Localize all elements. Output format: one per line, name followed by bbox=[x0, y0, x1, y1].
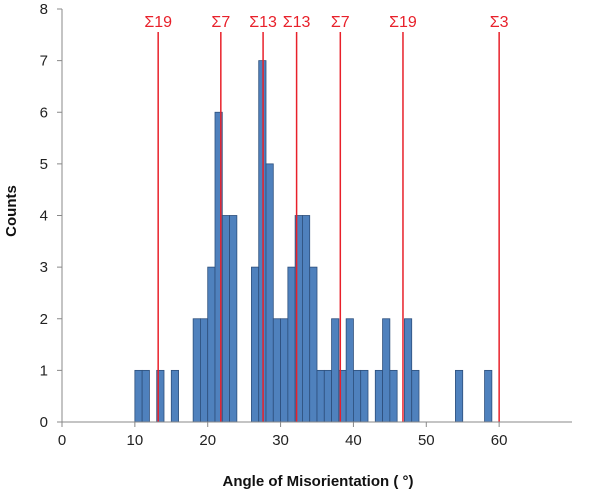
y-tick-label: 1 bbox=[40, 362, 48, 379]
y-tick-label: 4 bbox=[40, 208, 48, 225]
sigma-label: Σ7 bbox=[331, 14, 350, 31]
histogram-bar bbox=[374, 369, 383, 423]
sigma-annotation-labels: Σ19 Σ7 Σ13 Σ13 Σ7 Σ19 Σ3 bbox=[144, 14, 508, 31]
y-tick-label: 2 bbox=[40, 311, 48, 328]
tick-labels: 0 1 2 3 4 5 6 7 8 0 10 20 30 40 50 60 bbox=[40, 1, 508, 449]
histogram-bar bbox=[207, 266, 216, 423]
y-tick-label: 0 bbox=[40, 414, 48, 431]
x-tick-label: 20 bbox=[199, 432, 216, 449]
y-tick-label: 7 bbox=[40, 53, 48, 70]
axes bbox=[57, 8, 572, 427]
histogram-bar bbox=[484, 369, 493, 423]
y-tick-label: 5 bbox=[40, 156, 48, 173]
histogram-bar bbox=[331, 318, 340, 423]
histogram-bar bbox=[345, 318, 354, 423]
sigma-annotation-lines bbox=[157, 32, 500, 422]
histogram-bar bbox=[134, 369, 143, 423]
histogram-bar bbox=[316, 369, 325, 423]
x-tick-label: 0 bbox=[58, 432, 66, 449]
x-axis-title: Angle of Misorientation ( °) bbox=[223, 473, 414, 490]
histogram-bar bbox=[455, 369, 464, 423]
histogram-bar bbox=[141, 369, 150, 423]
histogram-bar bbox=[323, 369, 332, 423]
sigma-label: Σ13 bbox=[283, 14, 311, 31]
sigma-label: Σ7 bbox=[211, 14, 230, 31]
x-tick-label: 10 bbox=[127, 432, 144, 449]
x-tick-label: 30 bbox=[272, 432, 289, 449]
histogram-bar bbox=[265, 163, 274, 423]
x-tick-label: 50 bbox=[418, 432, 435, 449]
y-axis-title: Counts bbox=[3, 185, 20, 237]
histogram-bar bbox=[389, 369, 398, 423]
histogram-bar bbox=[229, 215, 238, 423]
histogram-bar bbox=[200, 318, 209, 423]
histogram-bar bbox=[404, 318, 413, 423]
histogram-bar bbox=[170, 369, 179, 423]
histogram-bar bbox=[382, 318, 391, 423]
histogram-bar bbox=[192, 318, 201, 423]
histogram-bar bbox=[251, 266, 260, 423]
y-tick-label: 8 bbox=[40, 1, 48, 18]
histogram-bar bbox=[272, 318, 281, 423]
sigma-label: Σ3 bbox=[490, 14, 509, 31]
histogram-bar bbox=[280, 318, 289, 423]
sigma-label: Σ13 bbox=[249, 14, 277, 31]
x-tick-label: 40 bbox=[345, 432, 362, 449]
sigma-label: Σ19 bbox=[389, 14, 417, 31]
histogram-bar bbox=[411, 369, 420, 423]
histogram-bar bbox=[309, 266, 318, 423]
y-tick-label: 6 bbox=[40, 104, 48, 121]
histogram-bar bbox=[287, 266, 296, 423]
sigma-label: Σ19 bbox=[144, 14, 172, 31]
y-tick-label: 3 bbox=[40, 259, 48, 276]
histogram-bar bbox=[360, 369, 369, 423]
x-tick-label: 60 bbox=[491, 432, 508, 449]
histogram-bars bbox=[134, 60, 493, 423]
histogram-bar bbox=[353, 369, 362, 423]
histogram-bar bbox=[221, 215, 230, 423]
histogram-bar bbox=[302, 215, 311, 423]
